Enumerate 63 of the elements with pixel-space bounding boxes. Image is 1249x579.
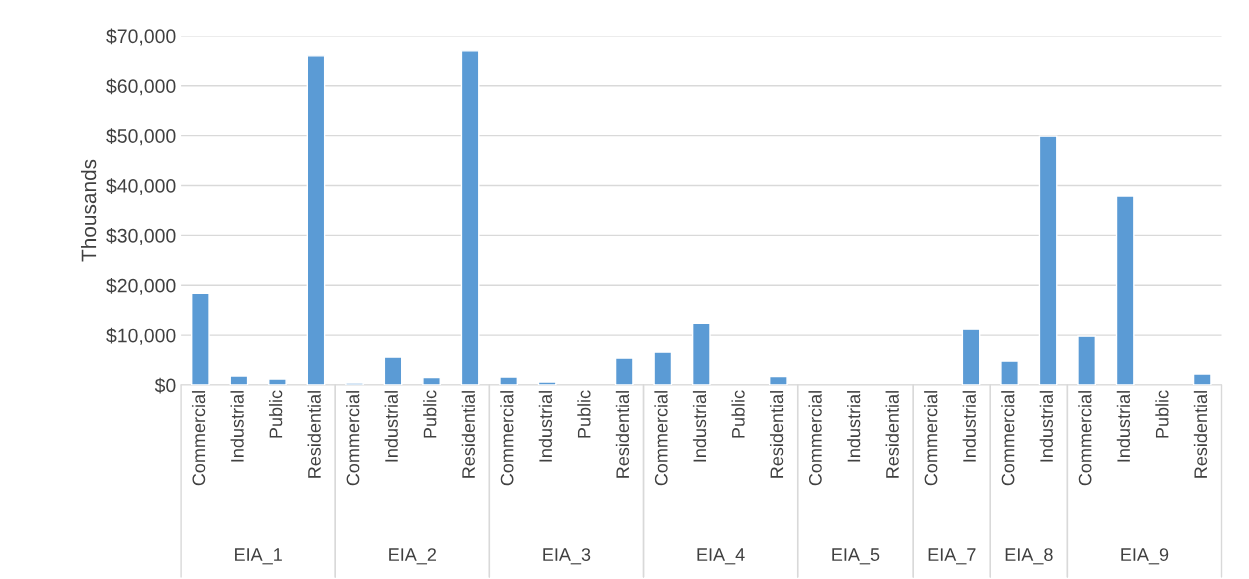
text: EIA_5 [832, 548, 880, 565]
text: EIA_3 [543, 548, 591, 565]
bar [460, 50, 480, 386]
x-tick-label: Industrial [1116, 391, 1131, 462]
bar [499, 376, 519, 386]
bar [537, 381, 557, 386]
x-tick-label: Commercial [1078, 391, 1092, 486]
bar [1192, 373, 1212, 386]
x-tick-label: Commercial [808, 391, 822, 486]
text: EIA_8 [1005, 548, 1053, 565]
x-tick-label: Commercial [654, 391, 668, 486]
text: EIA_1 [235, 548, 282, 565]
x-tick-label: Residential [461, 391, 475, 478]
text: EIA_9 [1121, 548, 1169, 565]
y-tick-label: $10,000 [106, 327, 176, 345]
x-tick-label: Commercial [500, 391, 514, 486]
x-tick-label: Industrial [230, 391, 244, 462]
x-tick-label: Industrial [692, 391, 707, 462]
x-tick-label: Public [577, 390, 591, 438]
text: EIA_7 [928, 548, 976, 565]
y-tick-label: $50,000 [106, 128, 176, 146]
x-tick-label: Public [269, 390, 283, 438]
y-axis-title: Thousands [80, 159, 97, 262]
bar [691, 322, 711, 386]
x-tick-label: Industrial [384, 391, 398, 462]
y-tick-label: $70,000 [106, 28, 176, 46]
bar [1115, 195, 1135, 386]
bar [306, 55, 326, 386]
bar [1038, 135, 1058, 386]
bar [191, 292, 210, 386]
y-tick-label: $20,000 [106, 277, 176, 295]
x-tick-label: Residential [885, 391, 899, 478]
x-tick-label: Commercial [346, 391, 360, 486]
x-tick-label: Industrial [847, 391, 861, 462]
x-tick-label: Residential [615, 391, 630, 478]
text: EIA_4 [697, 548, 745, 565]
bar [422, 376, 441, 386]
bar [614, 357, 634, 386]
x-tick-label: Public [731, 390, 745, 438]
x-tick-label: Public [1155, 390, 1169, 438]
x-tick-label: Residential [769, 391, 784, 478]
y-tick-label: $60,000 [106, 78, 176, 96]
text: EIA_2 [389, 548, 436, 565]
x-tick-label: Residential [307, 391, 321, 478]
x-tick-label: Residential [1193, 391, 1208, 478]
bar [229, 375, 249, 386]
y-tick-label: $30,000 [106, 228, 176, 245]
y-tick-label: $0 [154, 377, 176, 394]
x-tick-label: Commercial [924, 391, 938, 486]
bar [653, 351, 673, 386]
x-tick-label: Industrial [1039, 391, 1053, 462]
x-tick-label: Industrial [538, 391, 553, 462]
bar [383, 356, 403, 386]
x-tick-label: Public [423, 390, 437, 438]
bar [961, 328, 981, 386]
bar [1077, 335, 1097, 386]
y-tick-label: $40,000 [106, 178, 176, 196]
bar [769, 375, 788, 386]
x-tick-label: Industrial [962, 391, 976, 462]
bar [1000, 360, 1019, 386]
bar [268, 378, 287, 386]
x-tick-label: Commercial [191, 391, 206, 486]
x-tick-label: Commercial [1001, 391, 1015, 486]
